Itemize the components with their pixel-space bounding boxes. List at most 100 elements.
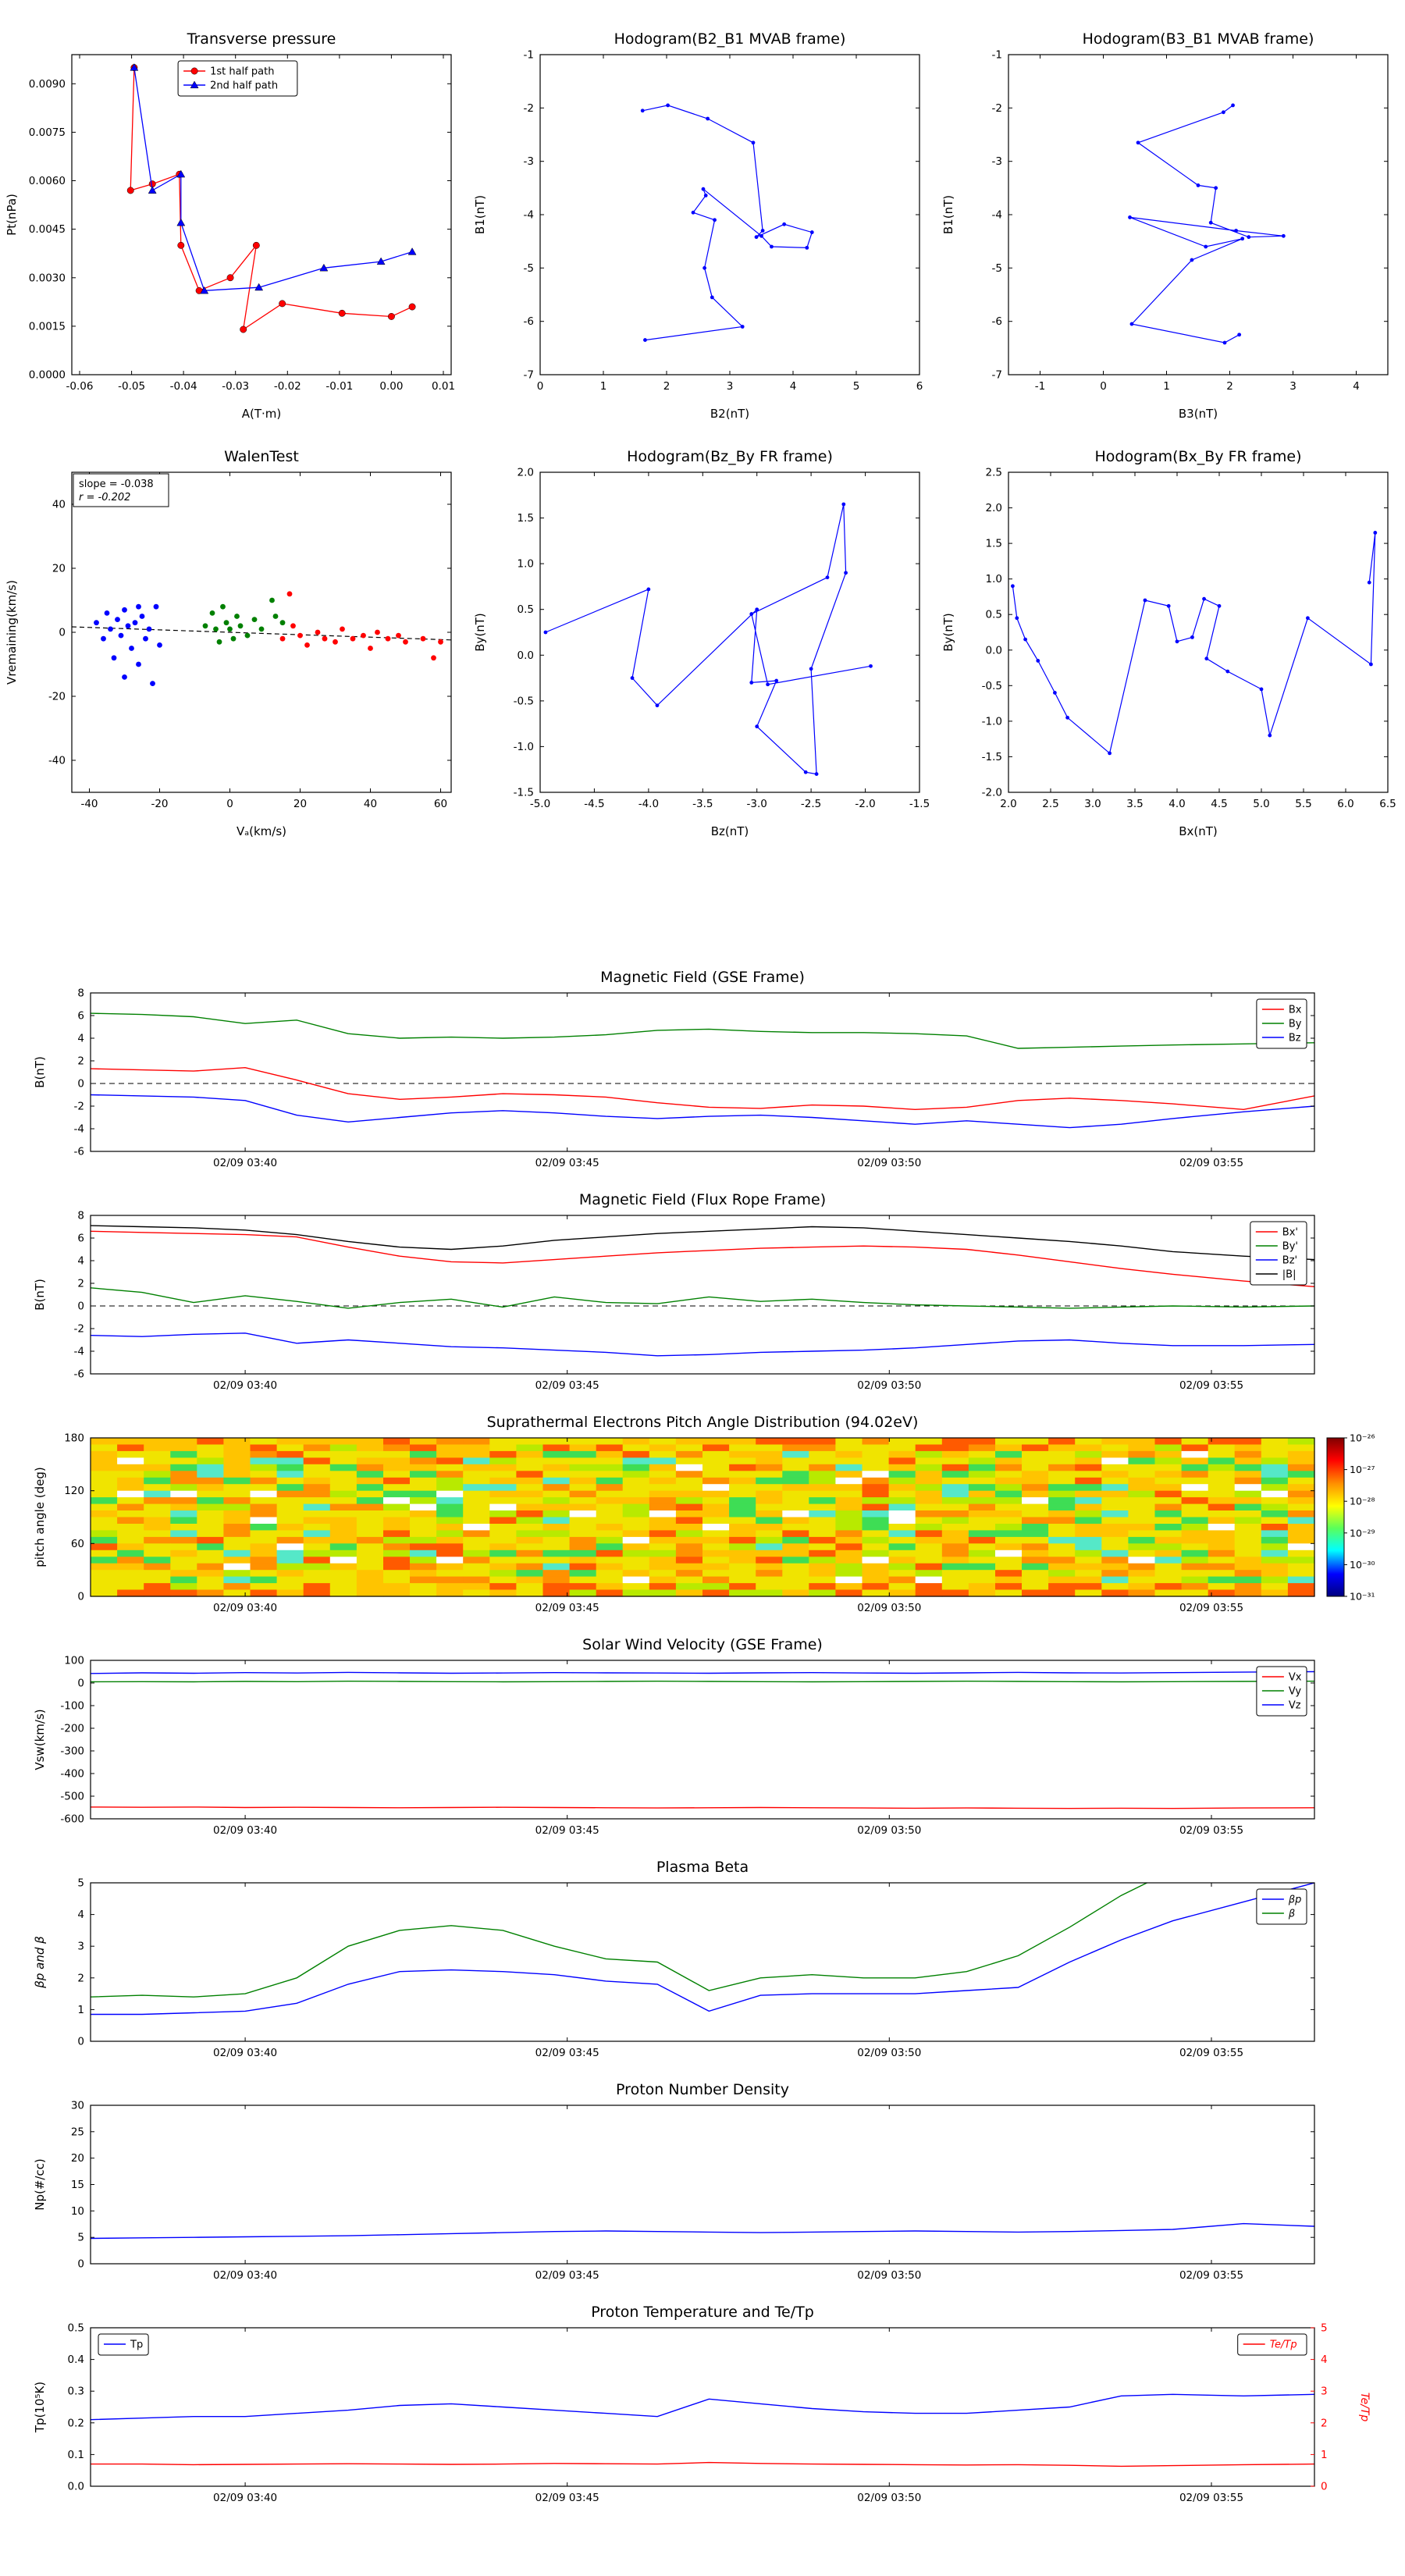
- svg-text:-0.01: -0.01: [325, 380, 353, 393]
- svg-text:0: 0: [59, 627, 66, 639]
- svg-text:Bz(nT): Bz(nT): [711, 824, 749, 838]
- svg-text:-1: -1: [524, 49, 534, 62]
- svg-text:10⁻³¹: 10⁻³¹: [1350, 1591, 1375, 1603]
- svg-text:1: 1: [77, 2004, 84, 2016]
- svg-text:1.0: 1.0: [518, 558, 534, 571]
- svg-text:βp and β: βp and β: [33, 1936, 47, 1989]
- svg-text:4: 4: [1321, 2354, 1328, 2366]
- svg-text:-3: -3: [992, 155, 1002, 168]
- svg-text:-1.5: -1.5: [514, 787, 534, 799]
- svg-text:Magnetic Field (GSE Frame): Magnetic Field (GSE Frame): [600, 969, 805, 986]
- svg-text:4: 4: [77, 1909, 84, 1921]
- svg-text:Magnetic Field (Flux Rope Fram: Magnetic Field (Flux Rope Frame): [579, 1191, 826, 1208]
- svg-text:4.0: 4.0: [1168, 798, 1185, 810]
- svg-text:10⁻³⁰: 10⁻³⁰: [1350, 1559, 1375, 1571]
- svg-text:02/09 03:40: 02/09 03:40: [213, 2492, 277, 2504]
- svg-text:pitch angle (deg): pitch angle (deg): [33, 1467, 47, 1567]
- svg-text:5: 5: [1321, 2322, 1328, 2335]
- svg-text:0.0075: 0.0075: [29, 126, 66, 139]
- svg-text:5: 5: [853, 380, 860, 393]
- svg-text:Te/Tp: Te/Tp: [1358, 2393, 1371, 2422]
- svg-text:Hodogram(Bx_By FR frame): Hodogram(Bx_By FR frame): [1094, 448, 1301, 465]
- svg-text:20: 20: [293, 798, 307, 810]
- svg-text:02/09 03:40: 02/09 03:40: [213, 1157, 277, 1169]
- svg-text:-5: -5: [524, 262, 534, 275]
- svg-text:-20: -20: [48, 691, 66, 703]
- svg-text:02/09 03:50: 02/09 03:50: [857, 1824, 921, 1837]
- svg-text:1.5: 1.5: [518, 512, 534, 525]
- svg-text:2.0: 2.0: [518, 467, 534, 479]
- svg-text:2.5: 2.5: [1042, 798, 1058, 810]
- svg-text:-0.05: -0.05: [118, 380, 145, 393]
- svg-text:6: 6: [77, 1010, 84, 1023]
- svg-text:1st half path: 1st half path: [210, 66, 274, 78]
- svg-text:-2.5: -2.5: [801, 798, 821, 810]
- svg-text:β: β: [1288, 1909, 1295, 1920]
- svg-text:-1: -1: [1035, 380, 1045, 393]
- svg-text:02/09 03:40: 02/09 03:40: [213, 2269, 277, 2282]
- svg-text:-2: -2: [74, 1323, 84, 1336]
- svg-text:-6: -6: [992, 315, 1002, 328]
- svg-text:6.5: 6.5: [1379, 798, 1396, 810]
- svg-text:0.1: 0.1: [68, 2449, 84, 2461]
- svg-text:-0.5: -0.5: [982, 680, 1002, 692]
- svg-text:-300: -300: [60, 1745, 84, 1758]
- svg-text:0: 0: [77, 1591, 84, 1603]
- svg-text:02/09 03:55: 02/09 03:55: [1179, 2492, 1243, 2504]
- svg-text:-3.0: -3.0: [747, 798, 767, 810]
- svg-text:|B|: |B|: [1282, 1269, 1297, 1281]
- panel-proton-temperature: 02/09 03:40 02/09 03:45 02/09 03:50 02/09 0…: [0, 2295, 1405, 2529]
- svg-text:4: 4: [77, 1255, 84, 1268]
- svg-text:2: 2: [77, 1278, 84, 1290]
- svg-text:02/09 03:55: 02/09 03:55: [1179, 1157, 1243, 1169]
- svg-text:-4: -4: [992, 209, 1002, 222]
- svg-text:0.01: 0.01: [432, 380, 455, 393]
- svg-text:Proton Temperature and Te/Tp: Proton Temperature and Te/Tp: [591, 2304, 814, 2321]
- svg-text:Hodogram(B2_B1 MVAB frame): Hodogram(B2_B1 MVAB frame): [614, 30, 846, 48]
- svg-text:Pt(nPa): Pt(nPa): [5, 194, 19, 236]
- svg-text:Te/Tp: Te/Tp: [1270, 2339, 1297, 2351]
- panel-proton-density: 02/09 03:40 02/09 03:45 02/09 03:50 02/09 0…: [0, 2073, 1405, 2295]
- svg-text:2nd half path: 2nd half path: [210, 80, 278, 92]
- svg-text:3: 3: [727, 380, 734, 393]
- svg-text:02/09 03:50: 02/09 03:50: [857, 1157, 921, 1169]
- svg-text:02/09 03:45: 02/09 03:45: [535, 1379, 599, 1392]
- svg-text:5.0: 5.0: [1253, 798, 1269, 810]
- svg-text:60: 60: [434, 798, 447, 810]
- svg-text:Bx: Bx: [1289, 1005, 1302, 1016]
- svg-text:B2(nT): B2(nT): [710, 407, 749, 421]
- svg-text:-40: -40: [80, 798, 98, 810]
- svg-text:-4.5: -4.5: [584, 798, 604, 810]
- svg-text:02/09 03:50: 02/09 03:50: [857, 1379, 921, 1392]
- svg-text:02/09 03:55: 02/09 03:55: [1179, 1824, 1243, 1837]
- svg-text:02/09 03:55: 02/09 03:55: [1179, 1602, 1243, 1614]
- svg-text:5.5: 5.5: [1295, 798, 1311, 810]
- svg-text:-2: -2: [524, 102, 534, 115]
- svg-text:2.0: 2.0: [1000, 798, 1016, 810]
- svg-text:Tp(10⁵K): Tp(10⁵K): [33, 2382, 47, 2433]
- svg-text:Vremaining(km/s): Vremaining(km/s): [5, 580, 19, 685]
- svg-text:02/09 03:45: 02/09 03:45: [535, 2269, 599, 2282]
- svg-text:r = -0.202: r = -0.202: [79, 492, 130, 503]
- svg-text:6.0: 6.0: [1337, 798, 1353, 810]
- svg-text:0.0060: 0.0060: [29, 175, 66, 187]
- svg-text:Vₐ(km/s): Vₐ(km/s): [237, 824, 286, 838]
- svg-text:20: 20: [71, 2152, 84, 2165]
- panel-electron-pitch-angle: 02/09 03:40 02/09 03:45 02/09 03:50 02/09 0…: [0, 1405, 1405, 1628]
- svg-text:3: 3: [77, 1941, 84, 1953]
- svg-text:4: 4: [77, 1033, 84, 1045]
- svg-text:2: 2: [1321, 2417, 1328, 2429]
- svg-text:Bx(nT): Bx(nT): [1179, 824, 1218, 838]
- svg-text:βp: βp: [1288, 1895, 1302, 1906]
- svg-text:8: 8: [77, 987, 84, 1000]
- svg-text:B1(nT): B1(nT): [473, 195, 487, 234]
- svg-text:1.5: 1.5: [986, 538, 1002, 550]
- svg-text:0: 0: [1321, 2481, 1328, 2493]
- svg-text:25: 25: [71, 2126, 84, 2138]
- svg-text:02/09 03:55: 02/09 03:55: [1179, 2269, 1243, 2282]
- panel-transverse-pressure: -0.06 -0.05 -0.04 -0.03 -0.02 -0.01 0.00 0.01 0.…: [0, 16, 468, 433]
- svg-text:02/09 03:45: 02/09 03:45: [535, 1824, 599, 1837]
- svg-text:-4.0: -4.0: [638, 798, 659, 810]
- panel-solar-wind-velocity: 02/09 03:40 02/09 03:45 02/09 03:50 02/09 0…: [0, 1628, 1405, 1850]
- svg-text:-7: -7: [992, 369, 1002, 382]
